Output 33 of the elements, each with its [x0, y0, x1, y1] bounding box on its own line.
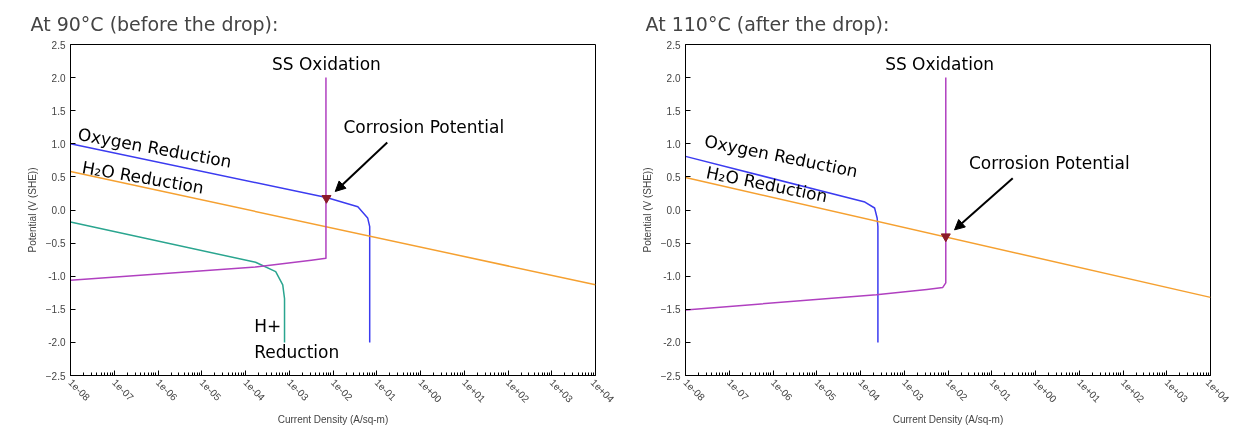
y-tick-label: 2.5 [51, 39, 66, 51]
y-tick-label: −0.5 [45, 238, 66, 250]
y-tick-label: -1.0 [48, 271, 66, 283]
x-axis-title: Current Density (A/sq-m) [892, 414, 1004, 426]
annotation: H+ Reduction [254, 316, 340, 363]
y-tick-label: 0.0 [666, 205, 681, 216]
chart-title: At 90°C (before the drop): [30, 12, 279, 35]
annotation: Corrosion Potential [969, 152, 1130, 173]
y-tick-label: 1.0 [51, 138, 66, 150]
y-tick-label: -2.0 [48, 337, 66, 349]
y-tick-label: 1.5 [666, 105, 681, 117]
annotation: SS Oxidation [885, 54, 995, 75]
chart-title: At 110°C (after the drop): [645, 12, 890, 35]
annotation: SS Oxidation [271, 54, 381, 75]
y-tick-label: 2.5 [666, 39, 681, 51]
y-tick-label: 2.0 [51, 72, 66, 84]
annotation: Corrosion Potential [343, 117, 505, 138]
y-tick-label: 1.0 [666, 138, 681, 150]
y-tick-label: 0.5 [666, 171, 681, 183]
y-tick-label: 1.5 [51, 105, 66, 117]
y-tick-label: −0.5 [660, 238, 681, 250]
x-axis-title: Current Density (A/sq-m) [277, 414, 389, 426]
y-tick-label: -1.0 [663, 271, 681, 283]
y-tick-label: 2.0 [666, 72, 681, 84]
y-tick-label: −2.5 [660, 370, 681, 382]
y-tick-label: −1.5 [45, 304, 66, 316]
y-tick-label: −1.5 [660, 304, 681, 316]
y-tick-label: 0.0 [51, 205, 66, 216]
y-axis-title: Potential (V (SHE)) [26, 167, 38, 253]
y-tick-label: 0.5 [51, 171, 66, 183]
y-axis-title: Potential (V (SHE)) [641, 167, 653, 253]
y-tick-label: −2.5 [45, 370, 66, 382]
y-tick-label: -2.0 [663, 337, 681, 349]
